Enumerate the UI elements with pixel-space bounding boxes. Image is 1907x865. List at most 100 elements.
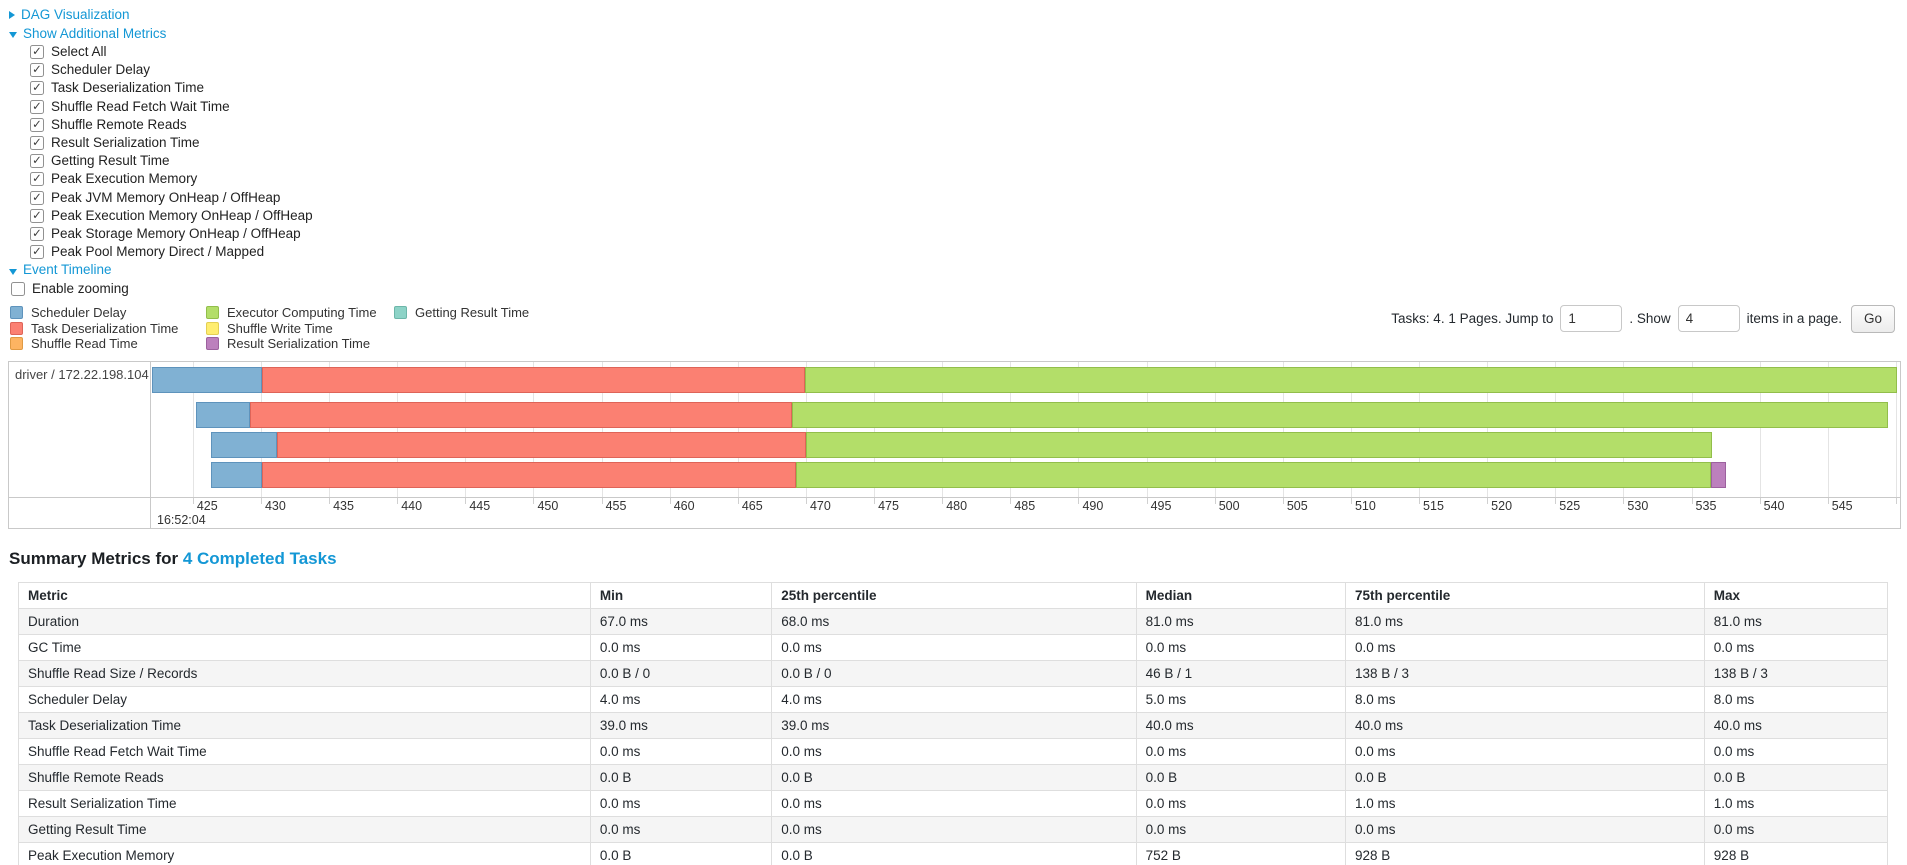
table-row: Shuffle Read Fetch Wait Time 0.0 ms 0.0 ms… bbox=[18, 737, 1889, 765]
metric-checkbox-label: Peak JVM Memory OnHeap / OffHeap bbox=[51, 189, 281, 205]
enable-zooming-checkbox[interactable] bbox=[11, 281, 25, 296]
metric-checkbox-label: Select All bbox=[51, 44, 107, 59]
gridline bbox=[805, 361, 807, 497]
task-3-segment-result_serialization[interactable] bbox=[1710, 461, 1726, 488]
axis-tick-label: 510 bbox=[1354, 498, 1376, 513]
legend-item-result_serialization: Result Serialization Time bbox=[206, 336, 394, 352]
axis-tick-label: 450 bbox=[537, 498, 559, 513]
metric-checkbox-0[interactable]: ✓ bbox=[30, 45, 44, 60]
gridline bbox=[1078, 361, 1080, 497]
gridline bbox=[1827, 361, 1829, 497]
task-0-segment-task_deserialization[interactable] bbox=[262, 366, 805, 393]
legend-swatch-icon bbox=[10, 321, 23, 335]
metric-checkbox-label: Peak Execution Memory bbox=[51, 171, 198, 187]
axis-tick-label: 490 bbox=[1082, 498, 1104, 513]
metric-checkbox-6[interactable]: ✓ bbox=[30, 154, 44, 169]
legend-column: Getting Result Time bbox=[394, 305, 529, 352]
task-1-segment-scheduler_delay[interactable] bbox=[195, 401, 251, 428]
table-row: Scheduler Delay 4.0 ms 4.0 ms 5.0 ms 8.0 ms 8… bbox=[18, 685, 1889, 713]
tick-mark bbox=[1759, 497, 1761, 504]
jump-to-page-input[interactable] bbox=[1560, 305, 1623, 333]
gridline bbox=[533, 361, 535, 497]
task-2-segment-task_deserialization[interactable] bbox=[277, 431, 806, 458]
gridline bbox=[1895, 361, 1897, 497]
go-button[interactable]: Go bbox=[1850, 304, 1895, 333]
metric-value-cell: 8.0 ms bbox=[1344, 685, 1705, 713]
show-additional-metrics-toggle[interactable]: Show Additional Metrics bbox=[9, 25, 166, 44]
task-0-segment-executor_computing[interactable] bbox=[804, 366, 1898, 393]
event-timeline-chart: driver / 172.22.198.104 425 430 435 440 445 4… bbox=[8, 360, 1901, 529]
metric-value-cell: 752 B bbox=[1135, 841, 1346, 865]
gridline bbox=[942, 361, 944, 497]
task-1-segment-executor_computing[interactable] bbox=[792, 401, 1888, 428]
tick-mark bbox=[1623, 497, 1625, 504]
gridline bbox=[1691, 361, 1693, 497]
metric-value-cell: 0.0 ms bbox=[1344, 815, 1705, 843]
metric-checkbox-10[interactable]: ✓ bbox=[30, 226, 44, 241]
task-0-segment-scheduler_delay[interactable] bbox=[152, 366, 263, 393]
task-3-segment-scheduler_delay[interactable] bbox=[210, 461, 263, 488]
metric-checkbox-8[interactable]: ✓ bbox=[30, 190, 44, 205]
tick-mark bbox=[397, 497, 399, 504]
metric-checkbox-label: Shuffle Read Fetch Wait Time bbox=[51, 98, 230, 114]
task-3-segment-task_deserialization[interactable] bbox=[262, 461, 797, 488]
event-timeline-toggle[interactable]: Event Timeline bbox=[9, 261, 112, 280]
metric-checkbox-3[interactable]: ✓ bbox=[30, 99, 44, 114]
metric-checkbox-row: ✓ Shuffle Remote Reads bbox=[9, 116, 1907, 134]
axis-tick-label: 440 bbox=[401, 498, 423, 513]
items-per-page-input[interactable] bbox=[1677, 305, 1740, 333]
metric-name-cell: Shuffle Remote Reads bbox=[18, 763, 591, 791]
table-row: GC Time 0.0 ms 0.0 ms 0.0 ms 0.0 ms 0.0 ms bbox=[18, 633, 1889, 661]
metric-checkbox-2[interactable]: ✓ bbox=[30, 81, 44, 96]
metric-checkbox-row: ✓ Task Deserialization Time bbox=[9, 79, 1907, 97]
metric-checkbox-9[interactable]: ✓ bbox=[30, 208, 44, 223]
enable-zooming-label: Enable zooming bbox=[32, 280, 129, 296]
metric-checkbox-1[interactable]: ✓ bbox=[30, 63, 44, 78]
metric-checkbox-label: Scheduler Delay bbox=[51, 62, 151, 78]
dag-visualization-toggle[interactable]: DAG Visualization bbox=[9, 6, 130, 25]
axis-tick-label: 520 bbox=[1491, 498, 1513, 513]
task-1-segment-task_deserialization[interactable] bbox=[250, 401, 793, 428]
summary-metrics-table: Metric Min 25th percentile Median 75th perce… bbox=[18, 581, 1889, 865]
axis-tick-label: 460 bbox=[673, 498, 695, 513]
tick-mark bbox=[737, 497, 739, 504]
show-label: . Show bbox=[1629, 311, 1671, 327]
completed-tasks-link[interactable]: 4 Completed Tasks bbox=[182, 548, 337, 568]
metric-checkbox-row: ✓ Peak Pool Memory Direct / Mapped bbox=[9, 243, 1907, 261]
metric-checkbox-label: Task Deserialization Time bbox=[51, 80, 205, 96]
metric-value-cell: 0.0 ms bbox=[1344, 633, 1705, 661]
metric-value-cell: 8.0 ms bbox=[1703, 685, 1889, 713]
metric-checkbox-4[interactable]: ✓ bbox=[30, 117, 44, 132]
metric-checkbox-7[interactable]: ✓ bbox=[30, 172, 44, 187]
table-row: Result Serialization Time 0.0 ms 0.0 ms 0.0… bbox=[18, 789, 1889, 817]
metric-value-cell: 0.0 ms bbox=[1135, 789, 1346, 817]
metric-value-cell: 4.0 ms bbox=[589, 685, 773, 713]
legend-item-task_deserialization: Task Deserialization Time bbox=[10, 320, 206, 336]
metric-value-cell: 5.0 ms bbox=[1135, 685, 1346, 713]
metric-value-cell: 46 B / 1 bbox=[1135, 659, 1346, 687]
legend-item-executor_computing: Executor Computing Time bbox=[206, 305, 394, 321]
metric-checkbox-row: ✓ Peak JVM Memory OnHeap / OffHeap bbox=[9, 189, 1907, 207]
tick-mark bbox=[260, 497, 262, 504]
task-3-segment-executor_computing[interactable] bbox=[796, 461, 1711, 488]
legend-swatch-icon bbox=[10, 306, 23, 320]
metric-value-cell: 0.0 ms bbox=[1703, 737, 1889, 765]
metric-value-cell: 138 B / 3 bbox=[1344, 659, 1705, 687]
gridline bbox=[192, 361, 194, 497]
tick-mark bbox=[1487, 497, 1489, 504]
metric-value-cell: 4.0 ms bbox=[771, 685, 1137, 713]
metric-value-cell: 0.0 B / 0 bbox=[771, 659, 1137, 687]
task-2-segment-executor_computing[interactable] bbox=[805, 431, 1712, 458]
axis-tick-label: 530 bbox=[1627, 498, 1649, 513]
axis-tick-label: 425 bbox=[196, 498, 218, 513]
axis-tick-label: 545 bbox=[1831, 498, 1853, 513]
metric-name-cell: Scheduler Delay bbox=[18, 685, 591, 713]
metric-value-cell: 0.0 ms bbox=[1703, 633, 1889, 661]
metric-checkbox-5[interactable]: ✓ bbox=[30, 136, 44, 151]
table-row: Task Deserialization Time 39.0 ms 39.0 ms 4… bbox=[18, 711, 1889, 739]
gridline bbox=[1350, 361, 1352, 497]
task-2-segment-scheduler_delay[interactable] bbox=[210, 431, 278, 458]
metric-checkbox-row: ✓ Result Serialization Time bbox=[9, 134, 1907, 152]
metric-checkbox-11[interactable]: ✓ bbox=[30, 245, 44, 260]
